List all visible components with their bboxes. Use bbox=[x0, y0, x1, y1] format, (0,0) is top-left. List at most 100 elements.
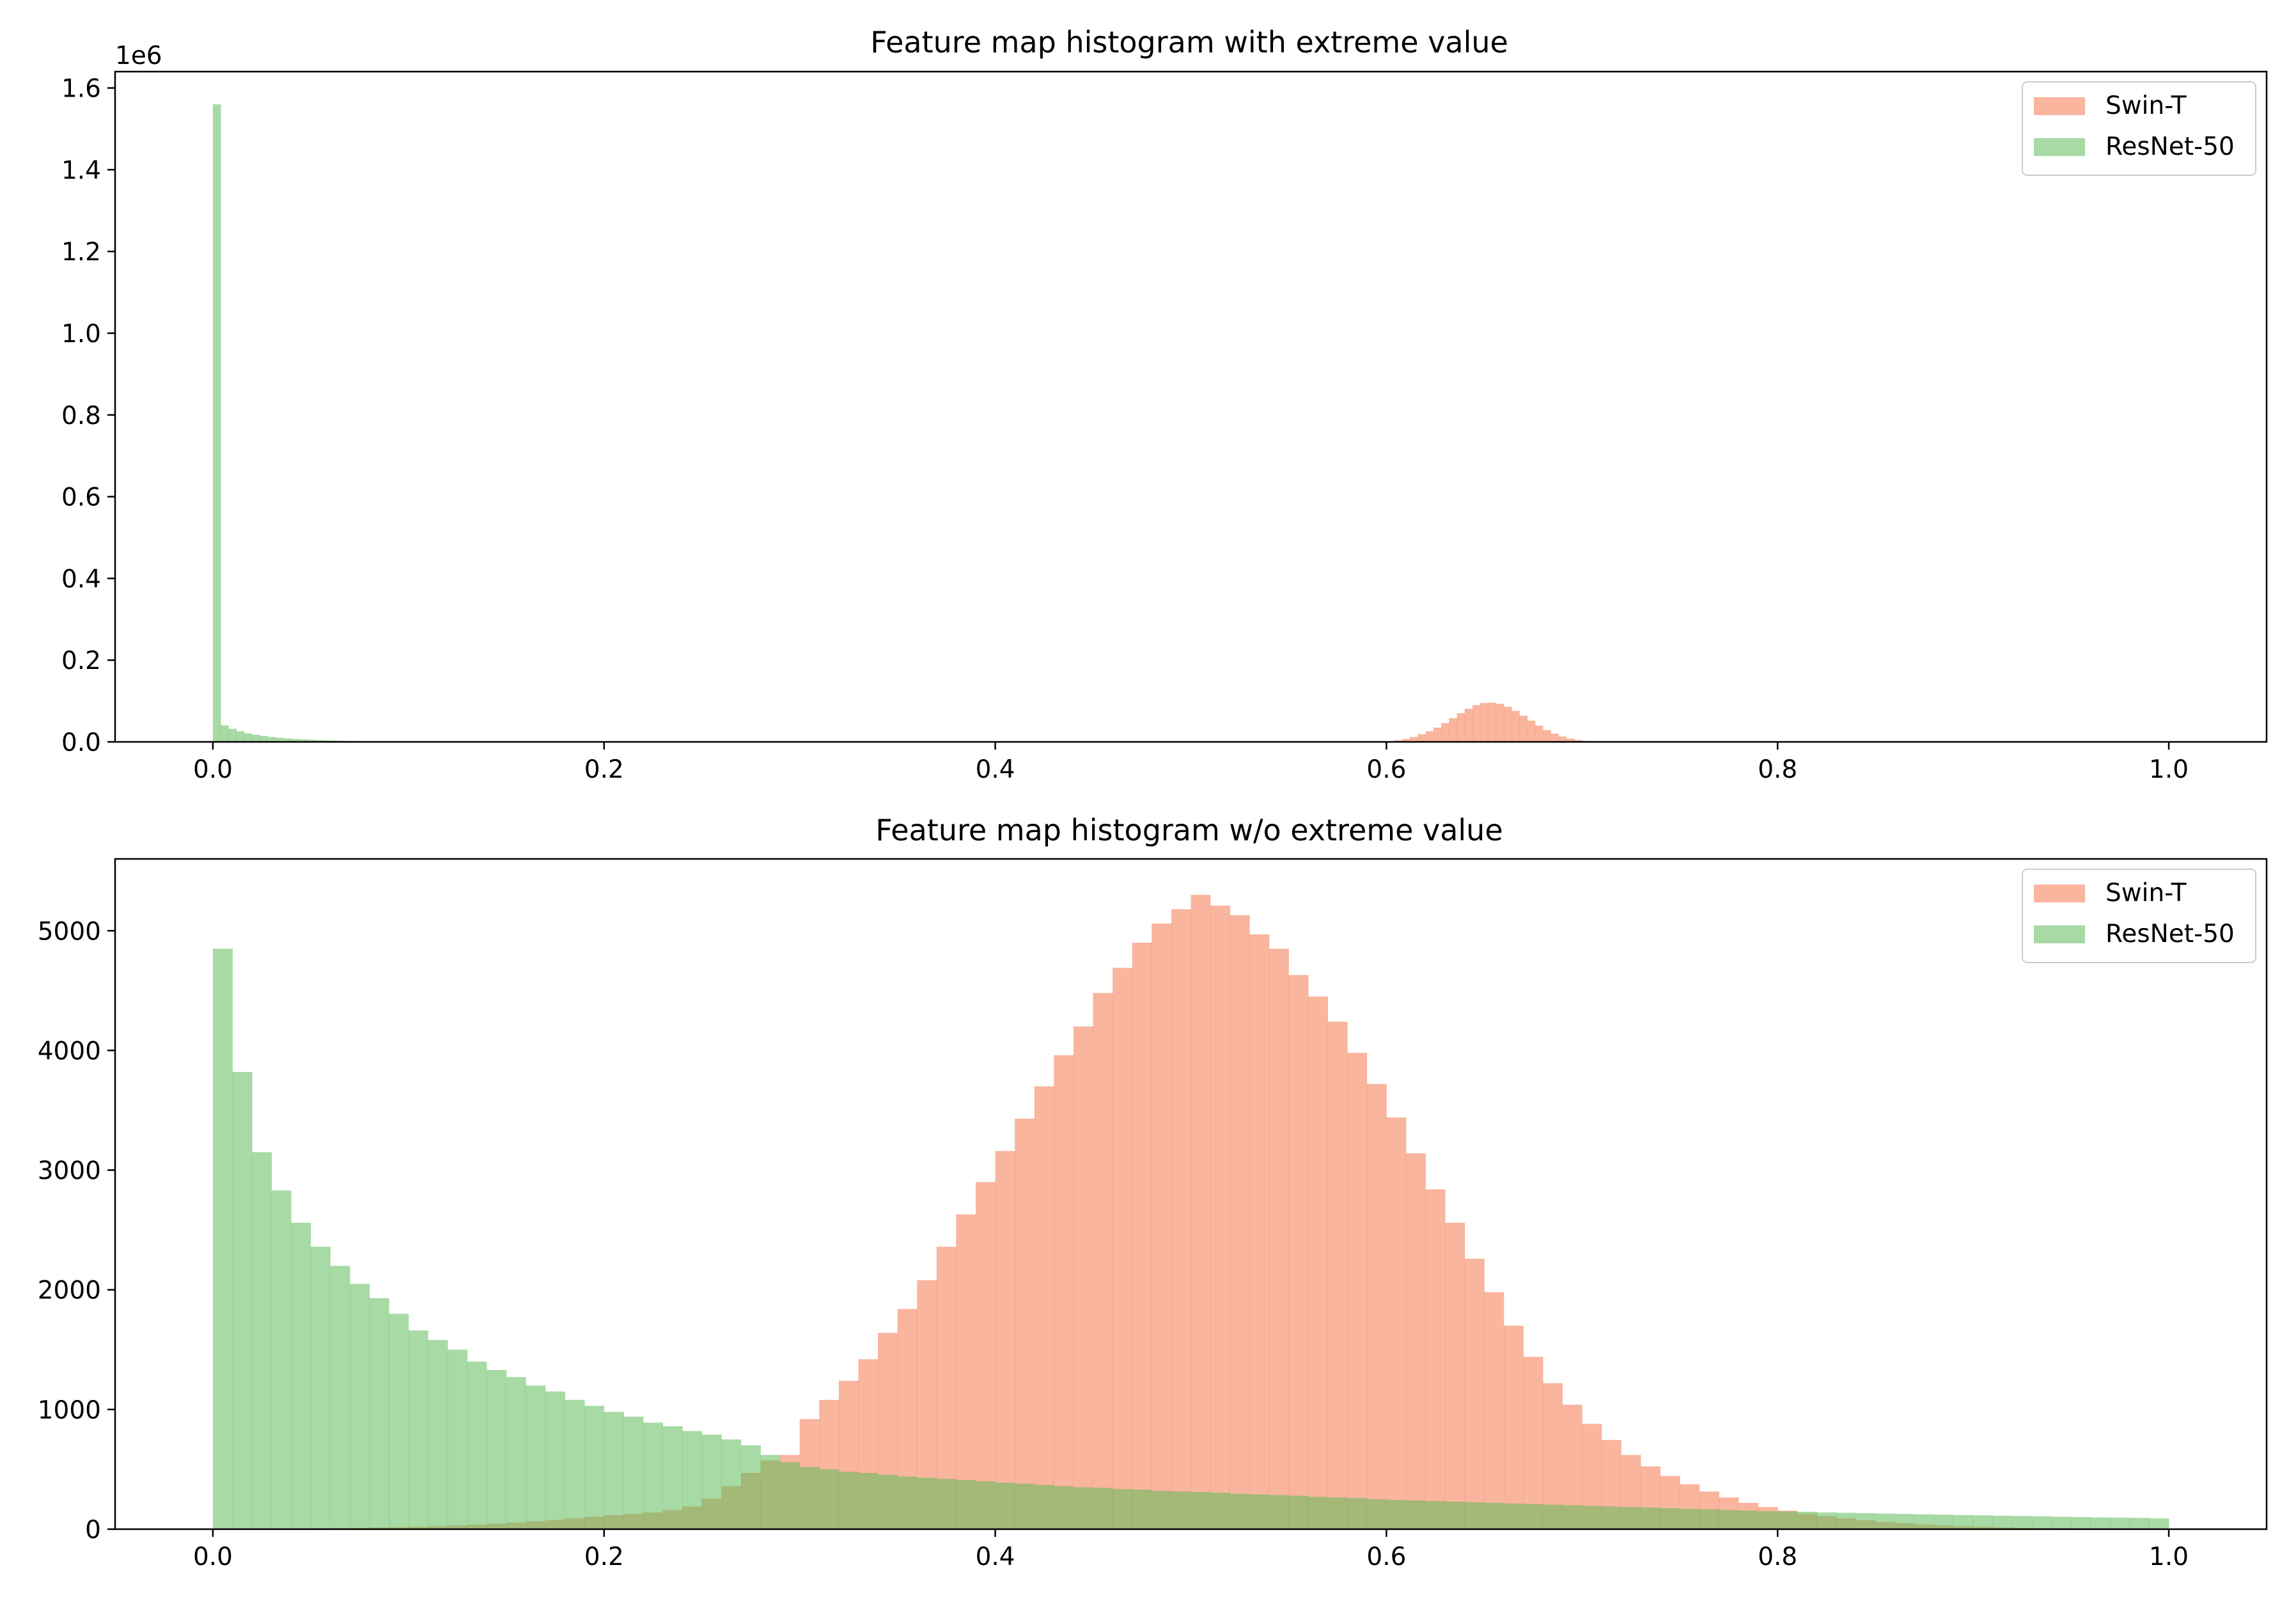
bottom-bar-resnet-91 bbox=[1992, 1516, 2013, 1529]
bottom-bar-swin-40 bbox=[995, 1151, 1015, 1529]
bottom-bar-resnet-47 bbox=[1132, 1490, 1152, 1529]
top-bar-swin-24 bbox=[1574, 740, 1582, 742]
top-bar-swin-19 bbox=[1535, 725, 1543, 742]
bottom-bar-resnet-78 bbox=[1738, 1510, 1759, 1529]
top-x-axis: 0.0 0.2 0.4 0.6 0.8 1.0 bbox=[193, 742, 2189, 784]
bottom-bar-resnet-38 bbox=[956, 1480, 976, 1529]
top-y-tick-label: 1.6 bbox=[61, 75, 101, 104]
top-x-tick-label: 0.0 bbox=[193, 755, 233, 784]
bottom-bar-swin-51 bbox=[1210, 905, 1231, 1529]
bottom-bar-resnet-22 bbox=[643, 1422, 663, 1529]
bottom-bar-swin-57 bbox=[1327, 1021, 1348, 1529]
bottom-bar-swin-67 bbox=[1523, 1356, 1543, 1529]
top-x-tick-label: 0.4 bbox=[976, 755, 1015, 784]
bottom-bar-swin-53 bbox=[1249, 934, 1270, 1529]
bottom-bar-resnet-94 bbox=[2051, 1516, 2072, 1529]
bottom-bar-swin-43 bbox=[1054, 1055, 1074, 1529]
bottom-bar-swin-39 bbox=[976, 1182, 996, 1529]
bottom-y-tick-label: 5000 bbox=[38, 917, 101, 946]
top-x-tick-label: 0.8 bbox=[1758, 755, 1797, 784]
top-bar-swin-6 bbox=[1433, 727, 1442, 742]
bottom-bar-resnet-12 bbox=[448, 1349, 468, 1529]
bottom-bar-swin-49 bbox=[1171, 909, 1191, 1529]
bottom-bar-swin-42 bbox=[1034, 1086, 1054, 1529]
bottom-bar-resnet-50 bbox=[1191, 1491, 1211, 1529]
bottom-chart-title: Feature map histogram w/o extreme value bbox=[875, 813, 1503, 847]
top-bar-swin-4 bbox=[1417, 734, 1426, 742]
bottom-bar-resnet-1 bbox=[232, 1072, 253, 1529]
bottom-bar-swin-61 bbox=[1406, 1153, 1426, 1529]
bottom-bar-resnet-69 bbox=[1562, 1505, 1582, 1529]
bottom-bar-resnet-3 bbox=[271, 1190, 292, 1529]
bottom-bar-resnet-57 bbox=[1327, 1497, 1348, 1529]
bottom-bar-resnet-44 bbox=[1073, 1487, 1093, 1529]
bottom-bar-resnet-66 bbox=[1503, 1503, 1524, 1529]
bottom-bar-resnet-31 bbox=[819, 1469, 840, 1529]
bottom-legend-swatch-swin bbox=[2034, 885, 2085, 902]
bottom-bar-resnet-43 bbox=[1054, 1486, 1074, 1529]
bottom-bar-resnet-59 bbox=[1366, 1499, 1387, 1529]
bottom-bar-resnet-32 bbox=[838, 1472, 859, 1529]
top-bar-resnet-1 bbox=[221, 725, 229, 742]
bottom-bar-resnet-79 bbox=[1758, 1511, 1778, 1529]
top-bar-swin-9 bbox=[1456, 713, 1465, 742]
top-x-tick-label: 1.0 bbox=[2149, 755, 2189, 784]
top-y-tick-label: 1.4 bbox=[61, 156, 101, 185]
bottom-bar-resnet-24 bbox=[682, 1431, 703, 1529]
top-bar-swin-10 bbox=[1464, 709, 1473, 742]
bottom-bar-resnet-46 bbox=[1113, 1489, 1133, 1529]
bottom-bar-resnet-30 bbox=[799, 1466, 820, 1529]
top-chart-title: Feature map histogram with extreme value bbox=[870, 25, 1508, 59]
top-bar-resnet-0 bbox=[212, 104, 221, 742]
bottom-bar-resnet-97 bbox=[2110, 1518, 2130, 1529]
top-legend-swatch-resnet bbox=[2034, 138, 2085, 156]
bottom-bars bbox=[212, 895, 2169, 1529]
bottom-bar-resnet-52 bbox=[1230, 1493, 1250, 1529]
bottom-bar-resnet-15 bbox=[506, 1377, 526, 1529]
bottom-bar-resnet-0 bbox=[212, 948, 233, 1529]
top-bar-resnet-9 bbox=[283, 738, 292, 742]
top-x-tick-label: 0.6 bbox=[1366, 755, 1406, 784]
top-bar-resnet-2 bbox=[228, 728, 237, 742]
bottom-bar-resnet-77 bbox=[1719, 1510, 1739, 1529]
bottom-y-tick-label: 4000 bbox=[38, 1037, 101, 1065]
bottom-bar-swin-63 bbox=[1445, 1222, 1465, 1529]
bottom-bar-resnet-92 bbox=[2012, 1516, 2033, 1529]
bottom-bar-resnet-42 bbox=[1034, 1484, 1054, 1529]
bottom-bar-resnet-75 bbox=[1680, 1509, 1700, 1529]
bottom-bar-resnet-76 bbox=[1699, 1509, 1719, 1529]
top-bar-swin-15 bbox=[1503, 707, 1512, 742]
bottom-bar-resnet-54 bbox=[1269, 1495, 1289, 1529]
bottom-bar-resnet-93 bbox=[2031, 1516, 2052, 1529]
top-bar-swin-2 bbox=[1402, 739, 1410, 742]
top-y-axis: 0.0 0.2 0.4 0.6 0.8 1.0 1.2 1.4 1.6 bbox=[61, 75, 115, 757]
top-y-tick-label: 0.2 bbox=[61, 647, 101, 675]
top-bar-resnet-3 bbox=[236, 731, 245, 742]
bottom-bar-resnet-83 bbox=[1836, 1513, 1856, 1529]
bottom-bar-resnet-63 bbox=[1445, 1501, 1465, 1529]
bottom-bar-resnet-5 bbox=[310, 1246, 331, 1529]
top-bar-swin-16 bbox=[1511, 711, 1520, 742]
bottom-bar-resnet-33 bbox=[858, 1473, 879, 1529]
bottom-bar-swin-52 bbox=[1230, 915, 1250, 1529]
top-bar-resnet-12 bbox=[306, 739, 315, 742]
bottom-legend-label-resnet: ResNet-50 bbox=[2105, 920, 2235, 948]
bottom-bar-resnet-67 bbox=[1523, 1504, 1543, 1529]
bottom-y-tick-label: 2000 bbox=[38, 1277, 101, 1305]
top-bar-swin-7 bbox=[1441, 723, 1449, 742]
bottom-bar-resnet-53 bbox=[1249, 1494, 1270, 1529]
bottom-bar-swin-59 bbox=[1366, 1083, 1387, 1529]
top-bar-swin-3 bbox=[1410, 737, 1418, 742]
top-bar-swin-13 bbox=[1488, 702, 1497, 742]
bottom-bar-resnet-81 bbox=[1797, 1511, 1817, 1529]
top-x-tick-label: 0.2 bbox=[584, 755, 624, 784]
bottom-legend-swatch-resnet bbox=[2034, 925, 2085, 943]
top-bar-resnet-8 bbox=[275, 737, 284, 742]
bottom-x-tick-label: 0.2 bbox=[584, 1543, 624, 1571]
bottom-bar-resnet-10 bbox=[408, 1330, 428, 1529]
top-bar-swin-18 bbox=[1527, 720, 1536, 742]
bottom-bar-resnet-16 bbox=[526, 1385, 546, 1529]
bottom-x-tick-label: 0.6 bbox=[1366, 1543, 1406, 1571]
bottom-bar-swin-46 bbox=[1113, 968, 1133, 1529]
top-y-tick-label: 1.2 bbox=[61, 238, 101, 267]
